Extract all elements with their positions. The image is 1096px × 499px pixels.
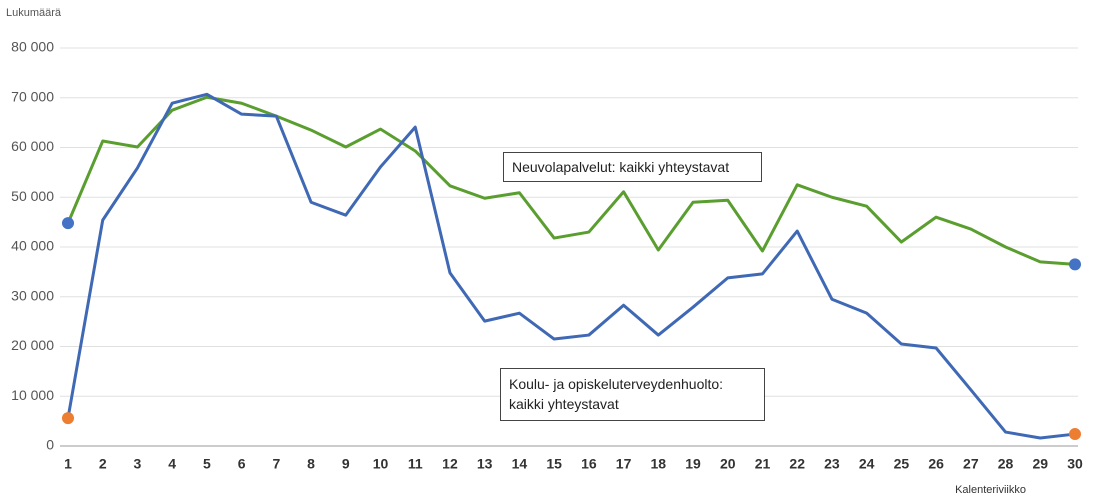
y-tick-label: 10 000 — [11, 387, 54, 403]
x-tick-label: 7 — [272, 456, 280, 472]
y-tick-label: 40 000 — [11, 238, 54, 254]
x-tick-label: 15 — [546, 456, 562, 472]
x-tick-label: 1 — [64, 456, 72, 472]
x-tick-label: 24 — [859, 456, 875, 472]
x-tick-label: 12 — [442, 456, 458, 472]
y-tick-label: 50 000 — [11, 188, 54, 204]
x-tick-label: 14 — [512, 456, 528, 472]
x-tick-label: 3 — [134, 456, 142, 472]
y-tick-label: 80 000 — [11, 39, 54, 55]
x-tick-label: 22 — [789, 456, 805, 472]
x-tick-label: 10 — [373, 456, 389, 472]
x-tick-label: 16 — [581, 456, 597, 472]
x-tick-label: 26 — [928, 456, 944, 472]
x-tick-label: 21 — [755, 456, 771, 472]
y-tick-label: 70 000 — [11, 88, 54, 104]
x-tick-label: 5 — [203, 456, 211, 472]
x-tick-label: 4 — [168, 456, 176, 472]
x-tick-label: 29 — [1032, 456, 1048, 472]
x-tick-label: 20 — [720, 456, 736, 472]
end-marker — [1069, 258, 1081, 271]
series-line — [66, 92, 1076, 440]
x-tick-label: 11 — [408, 456, 423, 472]
end-marker — [62, 217, 74, 230]
series-line — [66, 95, 1076, 266]
x-tick-label: 9 — [342, 456, 350, 472]
x-tick-label: 8 — [307, 456, 315, 472]
y-tick-label: 0 — [46, 437, 54, 453]
x-tick-label: 28 — [998, 456, 1014, 472]
annotation: Neuvolapalvelut: kaikki yhteystavat — [503, 152, 762, 182]
x-tick-label: 27 — [963, 456, 979, 472]
x-tick-label: 19 — [685, 456, 701, 472]
y-tick-label: 60 000 — [11, 138, 54, 154]
y-axis-label: Lukumäärä — [6, 7, 62, 19]
x-tick-label: 23 — [824, 456, 840, 472]
x-tick-label: 17 — [616, 456, 632, 472]
x-tick-label: 6 — [238, 456, 246, 472]
x-tick-label: 25 — [894, 456, 910, 472]
x-axis-label: Kalenteriviikko — [955, 484, 1026, 496]
end-marker — [62, 412, 74, 425]
end-marker — [1069, 428, 1081, 441]
annotation: Koulu- ja opiskeluterveydenhuolto: kaikk… — [500, 368, 765, 421]
y-tick-label: 30 000 — [11, 287, 54, 303]
x-tick-label: 13 — [477, 456, 493, 472]
y-tick-label: 20 000 — [11, 337, 54, 353]
x-tick-label: 2 — [99, 456, 107, 472]
x-tick-label: 30 — [1067, 456, 1083, 472]
x-tick-label: 18 — [651, 456, 667, 472]
